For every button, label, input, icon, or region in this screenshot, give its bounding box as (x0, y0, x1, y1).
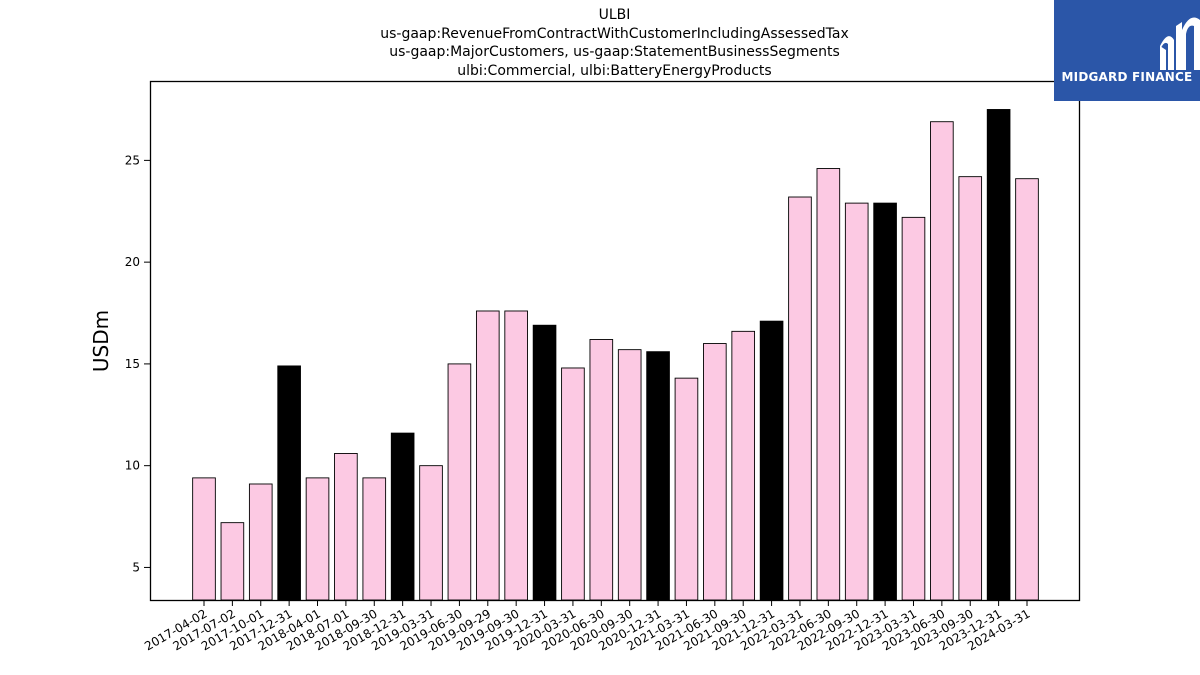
bar-2017-07-02 (220, 522, 245, 601)
logo-mark-icon (1160, 17, 1200, 71)
bar-2022-06-30 (816, 168, 841, 601)
bar-2017-04-02 (192, 477, 216, 601)
bar-2020-12-31 (646, 351, 670, 601)
bar-2023-09-30 (958, 176, 983, 601)
bar-2022-03-31 (788, 196, 812, 601)
plot-frame (149, 80, 1081, 602)
y-tick-label: 25 (125, 153, 140, 167)
y-axis: 5 10 15 20 25 (125, 153, 150, 574)
bar-2019-09-29 (475, 310, 500, 601)
chart-title: ULBI us-gaap:RevenueFromContractWithCust… (0, 6, 1200, 80)
bar-2020-09-30 (617, 349, 642, 601)
bar-2019-09-30 (504, 310, 528, 601)
logo-text: MIDGARD FINANCE (1061, 70, 1193, 84)
y-tick-label: 15 (125, 357, 140, 371)
bar-2020-03-31 (561, 367, 585, 601)
y-axis-label: USDm (89, 310, 113, 372)
bar-2023-12-31 (986, 109, 1011, 601)
bar-2019-03-31 (419, 465, 443, 601)
bars-group (192, 109, 1039, 601)
y-tick-label: 10 (125, 459, 140, 473)
bar-2019-06-30 (447, 363, 472, 601)
bar-2018-09-30 (362, 477, 387, 601)
bar-2023-06-30 (930, 121, 954, 601)
bar-2021-09-30 (731, 330, 756, 601)
y-tick-label: 20 (125, 255, 140, 269)
bar-2024-03-31 (1015, 178, 1039, 601)
chart-title-line-3: us-gaap:MajorCustomers, us-gaap:Statemen… (389, 44, 840, 60)
chart-title-line-2: us-gaap:RevenueFromContractWithCustomerI… (380, 25, 849, 42)
bar-2017-10-01 (248, 483, 273, 601)
bar-2021-03-31 (674, 377, 699, 601)
y-tick-label: 5 (132, 560, 140, 574)
bar-2017-12-31 (277, 365, 301, 601)
bar-2018-04-01 (305, 477, 330, 601)
bar-2021-12-31 (759, 320, 784, 601)
bar-2022-09-30 (844, 202, 869, 601)
bar-2022-12-31 (873, 202, 897, 601)
bar-2021-06-30 (703, 343, 727, 601)
bar-2018-07-01 (334, 453, 358, 601)
bar-2019-12-31 (532, 324, 557, 601)
chart-title-line-4: ulbi:Commercial, ulbi:BatteryEnergyProdu… (457, 62, 772, 79)
midgard-finance-logo: MIDGARD FINANCE (1054, 0, 1200, 101)
bar-2020-06-30 (589, 339, 614, 601)
chart-title-line-1: ULBI (598, 7, 631, 23)
x-axis: 2017-04-022017-07-022017-10-012017-12-31… (142, 600, 1033, 653)
bar-2023-03-31 (901, 216, 926, 601)
bar-2018-12-31 (390, 432, 415, 601)
